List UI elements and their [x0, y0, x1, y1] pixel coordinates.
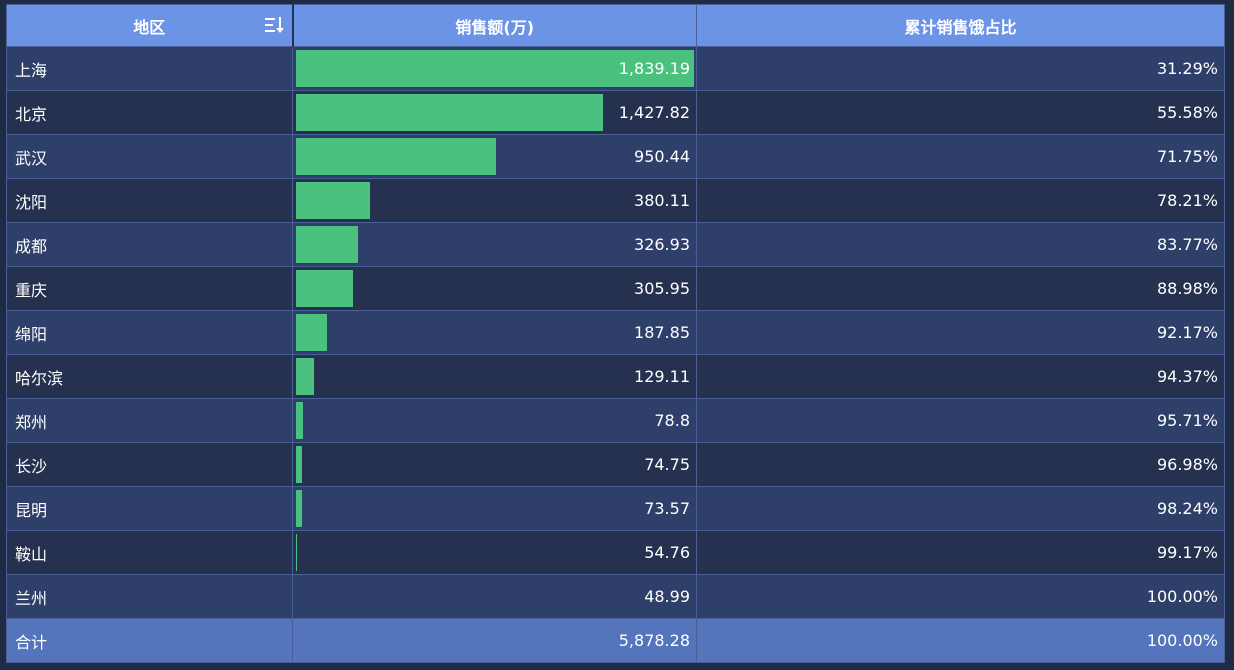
- sales-cell: 1,839.19: [292, 46, 697, 91]
- sales-bar: [296, 226, 358, 263]
- sales-cell: 54.76: [292, 530, 697, 575]
- table-row[interactable]: 哈尔滨 129.11 94.37%: [6, 354, 1225, 399]
- sales-bar: [296, 270, 354, 307]
- sales-cell: 78.8: [292, 398, 697, 443]
- cum-pct-cell: 96.98%: [696, 442, 1225, 487]
- region-cell: 郑州: [6, 398, 293, 443]
- cum-pct-cell: 71.75%: [696, 134, 1225, 179]
- sales-value: 74.75: [644, 455, 690, 474]
- table-row[interactable]: 上海 1,839.19 31.29%: [6, 46, 1225, 91]
- header-row: 地区 销售额(万) 累计销售饿占比: [6, 4, 1225, 47]
- sales-value: 1,839.19: [618, 59, 690, 78]
- sales-value: 54.76: [644, 543, 690, 562]
- total-cum-pct: 100.00%: [696, 618, 1225, 663]
- column-header-region-label: 地区: [133, 17, 166, 37]
- region-cell: 哈尔滨: [6, 354, 293, 399]
- sales-value: 73.57: [644, 499, 690, 518]
- sales-value: 305.95: [634, 279, 690, 298]
- cum-pct-cell: 94.37%: [696, 354, 1225, 399]
- sales-value: 78.8: [654, 411, 690, 430]
- sales-cell: 187.85: [292, 310, 697, 355]
- total-sales: 5,878.28: [292, 618, 697, 663]
- region-cell: 成都: [6, 222, 293, 267]
- table-body: 上海 1,839.19 31.29% 北京 1,427.82 55.58% 武汉 950.44…: [6, 46, 1225, 619]
- sales-bar: [296, 314, 327, 351]
- cum-pct-cell: 100.00%: [696, 574, 1225, 619]
- table-row[interactable]: 北京 1,427.82 55.58%: [6, 90, 1225, 135]
- table-row[interactable]: 成都 326.93 83.77%: [6, 222, 1225, 267]
- region-cell: 兰州: [6, 574, 293, 619]
- total-label: 合计: [6, 618, 293, 663]
- cum-pct-cell: 88.98%: [696, 266, 1225, 311]
- sales-bar: [296, 358, 314, 395]
- region-cell: 北京: [6, 90, 293, 135]
- sales-bar: [296, 490, 302, 527]
- sales-cell: 74.75: [292, 442, 697, 487]
- sales-bar: [296, 182, 370, 219]
- sales-bar: [296, 534, 298, 571]
- table-row[interactable]: 重庆 305.95 88.98%: [6, 266, 1225, 311]
- column-header-region[interactable]: 地区: [6, 4, 294, 47]
- region-cell: 长沙: [6, 442, 293, 487]
- cum-pct-cell: 78.21%: [696, 178, 1225, 223]
- cum-pct-cell: 92.17%: [696, 310, 1225, 355]
- table-row[interactable]: 长沙 74.75 96.98%: [6, 442, 1225, 487]
- table-row[interactable]: 兰州 48.99 100.00%: [6, 574, 1225, 619]
- table-row[interactable]: 沈阳 380.11 78.21%: [6, 178, 1225, 223]
- total-row: 合计 5,878.28 100.00%: [6, 618, 1225, 663]
- cum-pct-cell: 83.77%: [696, 222, 1225, 267]
- total-sales-value: 5,878.28: [618, 631, 690, 650]
- sales-bar: [296, 446, 302, 483]
- sales-cell: 1,427.82: [292, 90, 697, 135]
- sales-bar: [296, 94, 603, 131]
- sales-value: 129.11: [634, 367, 690, 386]
- table-row[interactable]: 昆明 73.57 98.24%: [6, 486, 1225, 531]
- sales-cell: 326.93: [292, 222, 697, 267]
- cum-pct-cell: 95.71%: [696, 398, 1225, 443]
- sales-value: 380.11: [634, 191, 690, 210]
- sales-cell: 129.11: [292, 354, 697, 399]
- region-cell: 绵阳: [6, 310, 293, 355]
- cum-pct-cell: 98.24%: [696, 486, 1225, 531]
- sales-value: 1,427.82: [618, 103, 690, 122]
- region-cell: 重庆: [6, 266, 293, 311]
- sales-bar: [296, 50, 694, 87]
- sales-cell: 73.57: [292, 486, 697, 531]
- cum-pct-cell: 99.17%: [696, 530, 1225, 575]
- region-cell: 昆明: [6, 486, 293, 531]
- sort-icon[interactable]: [264, 15, 286, 35]
- sales-cell: 950.44: [292, 134, 697, 179]
- sales-table: 地区 销售额(万) 累计销售饿占比 上海 1,839.19 31.29% 北京 1,42…: [6, 4, 1225, 663]
- sales-bar: [296, 402, 303, 439]
- column-header-cum-pct[interactable]: 累计销售饿占比: [696, 4, 1225, 47]
- cum-pct-cell: 31.29%: [696, 46, 1225, 91]
- region-cell: 武汉: [6, 134, 293, 179]
- region-cell: 沈阳: [6, 178, 293, 223]
- cum-pct-cell: 55.58%: [696, 90, 1225, 135]
- table-row[interactable]: 武汉 950.44 71.75%: [6, 134, 1225, 179]
- sales-value: 187.85: [634, 323, 690, 342]
- column-header-sales[interactable]: 销售额(万): [292, 4, 697, 47]
- table-row[interactable]: 鞍山 54.76 99.17%: [6, 530, 1225, 575]
- sales-value: 326.93: [634, 235, 690, 254]
- region-cell: 上海: [6, 46, 293, 91]
- table-row[interactable]: 郑州 78.8 95.71%: [6, 398, 1225, 443]
- sales-cell: 380.11: [292, 178, 697, 223]
- table-row[interactable]: 绵阳 187.85 92.17%: [6, 310, 1225, 355]
- sales-cell: 48.99: [292, 574, 697, 619]
- sales-table-container: 地区 销售额(万) 累计销售饿占比 上海 1,839.19 31.29% 北京 1,42…: [6, 4, 1225, 663]
- sales-value: 48.99: [644, 587, 690, 606]
- sales-bar: [296, 138, 497, 175]
- region-cell: 鞍山: [6, 530, 293, 575]
- sales-value: 950.44: [634, 147, 690, 166]
- sales-cell: 305.95: [292, 266, 697, 311]
